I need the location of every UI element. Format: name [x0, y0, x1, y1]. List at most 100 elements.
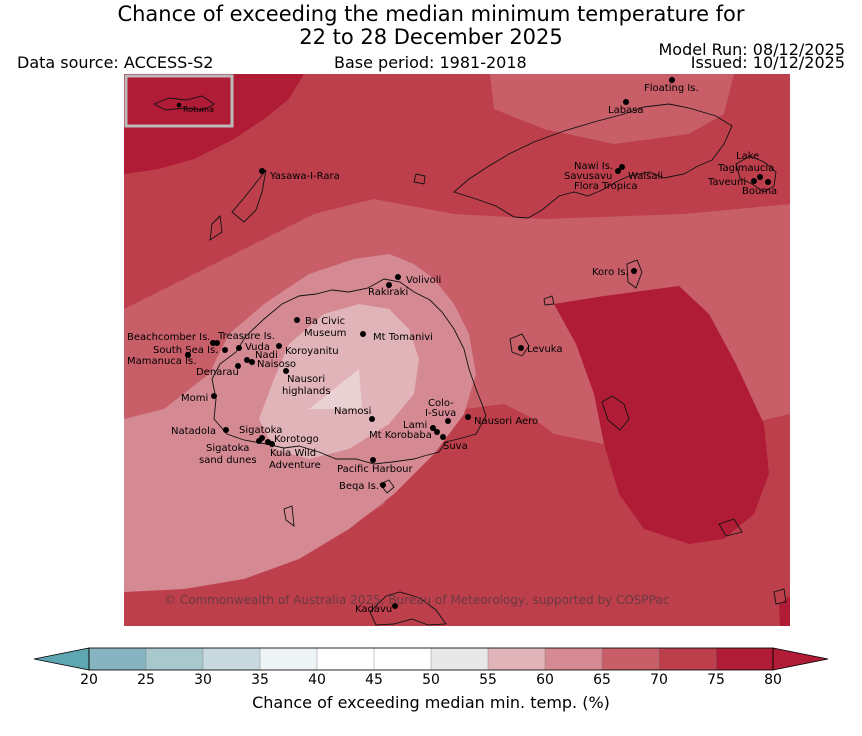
place-label: Koro Is. — [592, 267, 629, 278]
marker-south-sea — [222, 347, 228, 353]
place-label: Rakiraki — [368, 287, 408, 298]
colorbar-tick-label: 20 — [80, 672, 98, 688]
place-label: Beachcomber Is. — [127, 332, 210, 343]
yasawa-coastline — [209, 169, 267, 241]
place-label: Mt Tomanivi — [373, 332, 433, 343]
place-label: Pacific Harbour — [337, 464, 414, 475]
place-label: Waisali — [628, 171, 663, 182]
colorbar-swatch — [658, 647, 717, 671]
place-label: Floating Is. — [644, 83, 699, 94]
figure-title-line-1: Chance of exceeding the median minimum t… — [117, 2, 745, 26]
colorbar-swatch — [202, 647, 261, 671]
colorbar-tick-label: 50 — [422, 672, 440, 688]
taveuni-coastline — [735, 155, 777, 193]
data-source: Data source: ACCESS-S2 — [17, 53, 214, 72]
marker-savusavu — [619, 164, 625, 170]
marker-bouma — [765, 179, 771, 185]
marker-nausori-highlands — [283, 368, 289, 374]
marker-taveuni — [751, 178, 757, 184]
colorbar-label: Chance of exceeding median min. temp. (%… — [252, 693, 610, 712]
place-label: Yasawa-I-Rara — [269, 171, 340, 182]
colorbar-tick-label: 60 — [536, 672, 554, 688]
place-label: Museum — [304, 328, 346, 339]
base-period: Base period: 1981-2018 — [334, 53, 527, 72]
marker-koroyanitu — [276, 343, 282, 349]
marker-sigatoka-sand-dunes — [256, 438, 262, 444]
place-label: Taveuni — [707, 177, 746, 188]
colorbar-swatch — [487, 647, 546, 671]
marker-pacific-harbour — [370, 457, 376, 463]
place-label: Momi — [181, 393, 208, 404]
place-label: I-Suva — [425, 408, 456, 419]
viti-levu-coastline — [211, 278, 487, 465]
colorbar-swatch — [715, 647, 774, 671]
colorbar-tick-label: 45 — [365, 672, 383, 688]
place-label: Beqa Is. — [339, 481, 379, 492]
marker-labasa — [623, 99, 629, 105]
marker-denarau — [235, 363, 241, 369]
place-markers: Floating Is. Labasa Yasawa-I-Rara Nawi I… — [127, 77, 777, 615]
colorbar-tick-label: 55 — [479, 672, 497, 688]
fill-60-core — [259, 304, 419, 459]
place-label: South Sea Is. — [153, 345, 218, 356]
place-label: Nadi — [255, 350, 278, 361]
place-label: Labasa — [608, 105, 644, 116]
place-label: Sigatoka — [239, 425, 282, 436]
rotuma-label: Rotuma — [183, 105, 214, 114]
place-label: Ba Civic — [305, 316, 345, 327]
rotuma-marker — [176, 102, 182, 108]
fill-80-corner — [779, 596, 790, 626]
marker-nawi — [615, 168, 621, 174]
figure-title-line-2: 22 to 28 December 2025 — [299, 25, 563, 49]
rotuma-coastline — [152, 95, 215, 111]
map-panel: Rotuma Floating Is. Labasa Yasawa-I-Rara… — [124, 74, 790, 626]
small-islands — [283, 173, 787, 605]
marker-mt-korobaba — [434, 429, 440, 435]
place-label: Nawi Is. — [574, 161, 613, 172]
copyright-notice: © Commonwealth of Australia 2025, Bureau… — [164, 593, 669, 607]
vanua-levu-coastline — [453, 103, 733, 219]
place-label: Kadavu — [355, 604, 392, 615]
marker-kadavu — [392, 603, 398, 609]
marker-treasure — [214, 340, 220, 346]
place-label: Nausori Aero — [474, 416, 538, 427]
place-label: Treasure Is. — [217, 331, 275, 342]
colorbar-swatch — [373, 647, 432, 671]
place-label: Volivoli — [406, 275, 441, 286]
colorbar-tick-label: 35 — [251, 672, 269, 688]
colorbar-tick-label: 25 — [137, 672, 155, 688]
marker-volivoli — [395, 274, 401, 280]
marker-vuda — [236, 345, 242, 351]
marker-natadola — [223, 427, 229, 433]
fill-70-top-right — [490, 74, 734, 144]
marker-suva — [440, 434, 446, 440]
colorbar-tick-label: 65 — [593, 672, 611, 688]
place-label: Namosi — [334, 406, 371, 417]
place-label: Lami — [403, 420, 427, 431]
colorbar-swatch — [430, 647, 489, 671]
kadavu-coastline — [369, 591, 447, 626]
marker-floating-is — [669, 77, 675, 83]
place-label: highlands — [282, 386, 331, 397]
colorbar-swatch — [88, 647, 147, 671]
place-label: Flora Tropica — [574, 181, 637, 192]
colorbar-tick-label: 80 — [764, 672, 782, 688]
marker-beqa — [380, 482, 386, 488]
colorbar-swatch — [601, 647, 660, 671]
marker-rakiraki — [386, 282, 392, 288]
place-label: Mt Korobaba — [369, 430, 432, 441]
colorbar-tick-label: 70 — [650, 672, 668, 688]
place-label: Adventure — [269, 460, 321, 471]
marker-mamanuca — [185, 352, 191, 358]
place-label: Mamanuca Is. — [127, 356, 196, 367]
colorbar-arrow-high — [773, 648, 828, 670]
colorbar-tick-label: 30 — [194, 672, 212, 688]
marker-ba-civic-museum — [294, 317, 300, 323]
place-label: Kula Wild — [270, 448, 316, 459]
place-label: Sigatoka — [206, 443, 249, 454]
marker-colo-i-suva — [445, 418, 451, 424]
colorbar-swatch — [544, 647, 603, 671]
marker-levuka — [518, 345, 524, 351]
place-label: Savusavu — [564, 171, 612, 182]
